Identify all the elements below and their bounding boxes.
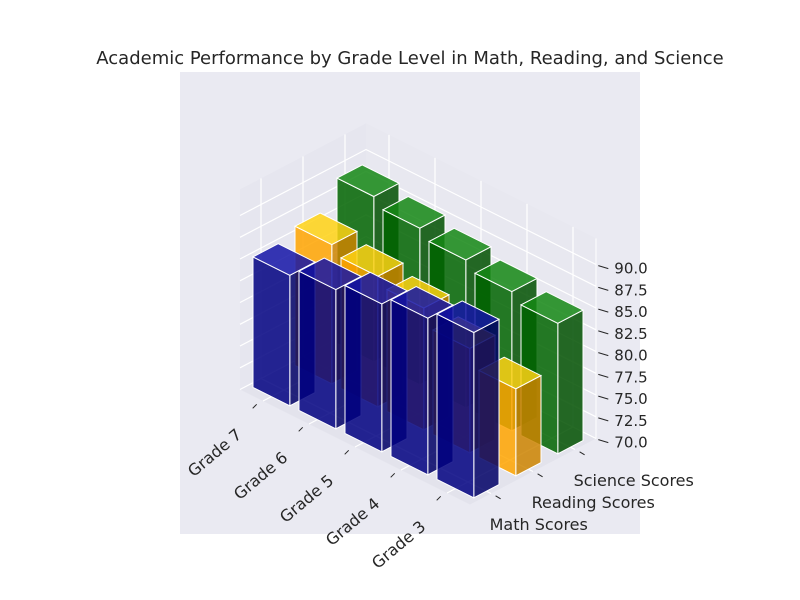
z-tick-mark	[598, 330, 609, 335]
z-axis: 70.0 72.5 75.0 77.5 80.0 82.5 85.0 87.5 90.0	[595, 238, 648, 452]
z-tick-mark	[598, 417, 609, 422]
z-grid-line	[239, 148, 597, 266]
z-tick-label: 77.5	[614, 368, 647, 386]
z-tick-label: 82.5	[614, 325, 647, 343]
z-tick-mark	[598, 373, 609, 378]
z-tick-mark	[598, 265, 609, 270]
y-tick-mark	[537, 473, 543, 478]
y-tick-label: Science Scores	[574, 471, 694, 490]
z-tick-mark	[598, 439, 609, 444]
z-tick-label: 80.0	[614, 347, 647, 365]
bars	[251, 164, 585, 499]
z-tick-mark	[598, 286, 609, 291]
z-tick-label: 87.5	[614, 281, 647, 299]
x-tick-mark	[390, 472, 396, 478]
y-tick-label: Reading Scores	[532, 493, 655, 512]
z-tick-mark	[598, 395, 609, 400]
x-tick-mark	[344, 449, 350, 455]
x-tick-mark	[252, 403, 258, 409]
z-tick-mark	[598, 352, 609, 357]
bar-math-scores-grade-3	[435, 300, 501, 499]
y-axis: Math Scores Reading Scores Science Scores	[490, 451, 694, 534]
y-tick-mark	[579, 451, 585, 456]
plot-area: 70.072.575.077.580.082.585.087.590.0Grad…	[184, 123, 694, 573]
y-tick-label: Math Scores	[490, 515, 588, 534]
z-tick-label: 72.5	[614, 412, 647, 430]
y-tick-mark	[495, 495, 501, 500]
z-tick-label: 70.0	[614, 434, 647, 452]
z-tick-label: 75.0	[614, 390, 647, 408]
x-tick-mark	[298, 426, 304, 432]
z-tick-mark	[598, 308, 609, 313]
x-tick-mark	[436, 495, 442, 501]
z-tick-label: 85.0	[614, 303, 647, 321]
z-tick-label: 90.0	[614, 260, 647, 278]
chart-title: Academic Performance by Grade Level in M…	[96, 48, 723, 69]
